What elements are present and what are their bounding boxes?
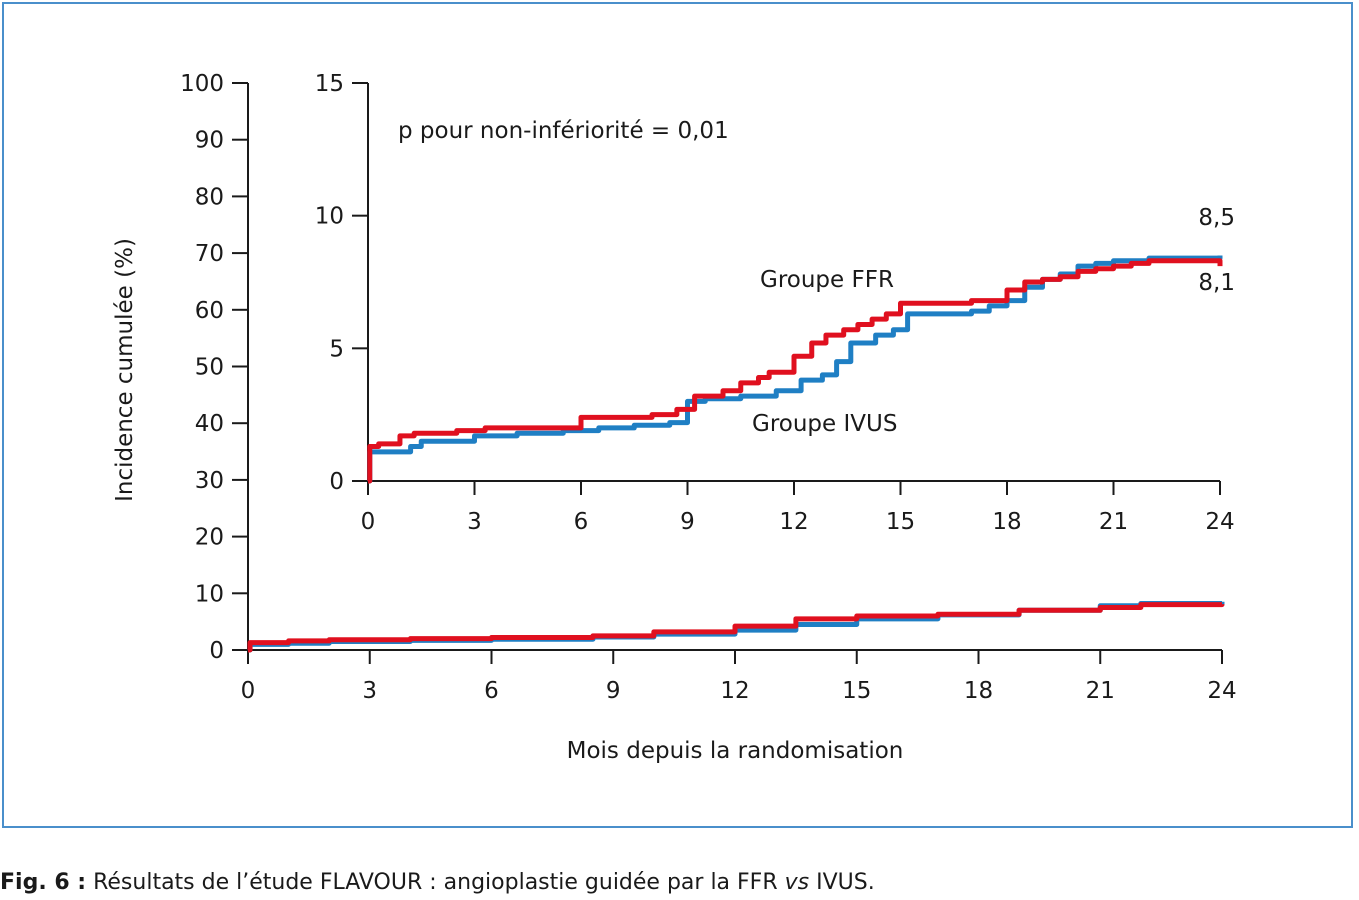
main-x-tick-label: 15 <box>842 678 871 704</box>
main-x-tick-label: 0 <box>241 678 256 704</box>
main-x-tick-label: 18 <box>964 678 993 704</box>
inset-y-tick-label: 0 <box>329 469 344 495</box>
main-x-tick-label: 24 <box>1207 678 1236 704</box>
main-y-tick-label: 60 <box>195 298 224 324</box>
inset-x-tick-label: 6 <box>574 509 589 535</box>
figure-frame <box>2 2 1353 828</box>
ivus-group-label: Groupe IVUS <box>752 411 897 437</box>
main-x-tick-label: 6 <box>484 678 499 704</box>
ffr-group-label: Groupe FFR <box>760 267 894 293</box>
main-y-tick-label: 40 <box>195 411 224 437</box>
main-y-tick-label: 30 <box>195 468 224 494</box>
inset-y-tick-label: 10 <box>315 204 344 230</box>
inset-y-tick-label: 15 <box>315 71 344 97</box>
main-y-tick-label: 0 <box>209 638 224 664</box>
y-axis-title: Incidence cumulée (%) <box>112 238 138 502</box>
ffr-end-value: 8,1 <box>1198 270 1235 296</box>
main-y-tick-label: 10 <box>195 581 224 607</box>
inset-x-tick-label: 3 <box>467 509 482 535</box>
main-y-tick-label: 100 <box>180 71 224 97</box>
main-y-tick-label: 70 <box>195 241 224 267</box>
inset-x-tick-label: 18 <box>992 509 1021 535</box>
main-y-tick-label: 90 <box>195 128 224 154</box>
inset-x-tick-label: 15 <box>886 509 915 535</box>
ivus-end-value: 8,5 <box>1198 205 1235 231</box>
caption-label: Fig. 6 : <box>0 870 87 895</box>
main-y-tick-label: 80 <box>195 184 224 210</box>
inset-x-tick-label: 12 <box>779 509 808 535</box>
main-chart-series <box>247 601 1225 653</box>
inset-y-tick-label: 5 <box>329 336 344 362</box>
inset-chart-axes: 0 3 6 9 12 15 18 21 24 0 5 10 15 <box>315 71 1235 535</box>
x-axis-title: Mois depuis la randomisation <box>567 738 904 764</box>
main-y-tick-label: 20 <box>195 525 224 551</box>
inset-ffr-line <box>367 258 1223 484</box>
inset-x-tick-label: 9 <box>680 509 695 535</box>
inset-chart-series <box>367 255 1223 484</box>
caption-text-end: IVUS. <box>809 870 875 895</box>
main-y-tick-label: 50 <box>195 355 224 381</box>
main-x-tick-label: 21 <box>1086 678 1115 704</box>
inset-x-tick-label: 24 <box>1205 509 1234 535</box>
inset-x-tick-label: 21 <box>1099 509 1128 535</box>
figure-caption: Fig. 6 : Résultats de l’étude FLAVOUR : … <box>0 870 875 895</box>
p-value-annotation: p pour non-infériorité = 0,01 <box>398 118 729 144</box>
inset-x-tick-label: 0 <box>361 509 376 535</box>
caption-text: Résultats de l’étude FLAVOUR : angioplas… <box>86 870 785 895</box>
caption-italic: vs <box>784 870 810 895</box>
main-x-tick-label: 3 <box>362 678 377 704</box>
main-x-tick-label: 9 <box>606 678 621 704</box>
main-ffr-line <box>247 602 1225 653</box>
main-x-tick-label: 12 <box>720 678 749 704</box>
